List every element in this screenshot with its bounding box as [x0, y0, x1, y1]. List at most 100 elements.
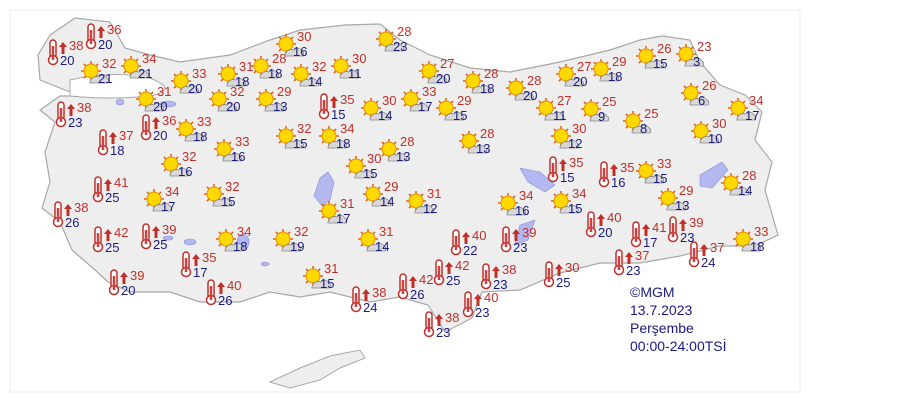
max-temp: 38: [445, 310, 460, 325]
hot-thermometer-icon: [547, 155, 569, 188]
max-temp: 33: [657, 156, 672, 171]
min-temp: 23: [436, 325, 451, 340]
min-temp: 20: [598, 225, 613, 240]
sunny-partly-cloudy-icon: [462, 70, 492, 101]
weather-station: 32 16: [160, 149, 220, 187]
max-temp: 35: [340, 92, 355, 107]
sunny-partly-cloudy-icon: [622, 110, 652, 141]
weather-station: 33 15: [635, 156, 695, 194]
min-temp: 18: [750, 239, 765, 254]
copyright: ©MGM: [630, 284, 675, 300]
sunny-partly-cloudy-icon: [550, 125, 580, 156]
sunny-partly-cloudy-icon: [80, 60, 110, 91]
sunny-partly-cloudy-icon: [635, 45, 665, 76]
hot-thermometer-icon: [688, 240, 710, 273]
weather-station: 25 8: [622, 107, 682, 144]
max-temp: 35: [569, 155, 584, 170]
weather-station: 32 19: [272, 225, 332, 262]
min-temp: 23: [513, 240, 528, 255]
weather-station: 39 23: [500, 225, 560, 259]
weather-station: 31 20: [135, 85, 195, 122]
weather-station: 34 17: [727, 94, 787, 131]
weather-station: 39 20: [108, 268, 168, 302]
min-temp: 19: [290, 239, 305, 254]
max-temp: 34: [572, 186, 587, 201]
max-temp: 28: [397, 24, 412, 39]
max-temp: 38: [74, 200, 89, 215]
min-temp: 23: [680, 230, 695, 245]
max-temp: 30: [712, 116, 727, 131]
hot-thermometer-icon: [140, 222, 162, 255]
hot-thermometer-icon: [585, 210, 607, 243]
sunny-partly-cloudy-icon: [318, 200, 348, 231]
weather-station: 29 14: [362, 180, 422, 217]
sunny-partly-cloudy-icon: [405, 190, 435, 221]
lake: [260, 261, 270, 267]
max-temp: 28: [480, 126, 495, 141]
weather-station: 30 14: [360, 93, 420, 131]
max-temp: 33: [235, 134, 250, 149]
weather-station: 29 13: [657, 184, 717, 221]
max-temp: 38: [69, 38, 84, 53]
min-temp: 18: [193, 129, 208, 144]
max-temp: 29: [457, 93, 472, 108]
sunny-partly-cloudy-icon: [550, 190, 580, 221]
min-temp: 17: [418, 99, 433, 114]
max-temp: 30: [352, 51, 367, 66]
min-temp: 20: [436, 71, 451, 86]
weather-station: 32 20: [208, 85, 268, 122]
sunny-partly-cloudy-icon: [255, 88, 285, 119]
weather-station: 29 18: [590, 55, 650, 92]
lakes: [115, 98, 729, 267]
hot-thermometer-icon: [108, 268, 130, 301]
weather-station: 31 17: [318, 197, 378, 234]
min-temp: 25: [105, 190, 120, 205]
min-temp: 15: [331, 107, 346, 122]
weather-station: 27 20: [418, 57, 478, 94]
hot-thermometer-icon: [433, 258, 455, 291]
min-temp: 13: [273, 99, 288, 114]
max-temp: 33: [197, 114, 212, 129]
weather-station: 30 25: [543, 260, 603, 294]
max-temp: 35: [202, 250, 217, 265]
weather-station: 31 18: [217, 60, 277, 97]
weather-station: 36 20: [85, 22, 145, 56]
weather-station: 35 15: [547, 155, 607, 189]
min-temp: 16: [611, 175, 626, 190]
sunny-partly-cloudy-icon: [318, 125, 348, 156]
max-temp: 37: [710, 240, 725, 255]
min-temp: 23: [393, 39, 408, 54]
min-temp: 14: [738, 183, 753, 198]
weather-station: 42 25: [92, 225, 152, 259]
min-temp: 14: [378, 108, 393, 123]
sunny-partly-cloudy-icon: [458, 130, 488, 161]
max-temp: 41: [652, 220, 667, 235]
sunny-partly-cloudy-icon: [497, 192, 527, 223]
hot-thermometer-icon: [85, 22, 107, 55]
min-temp: 13: [476, 141, 491, 156]
cyprus: [268, 349, 366, 389]
min-temp: 15: [293, 136, 308, 151]
min-temp: 15: [653, 171, 668, 186]
sunny-partly-cloudy-icon: [435, 97, 465, 128]
hot-thermometer-icon: [630, 220, 652, 253]
weather-station: 26 6: [680, 79, 740, 116]
min-temp: 18: [233, 239, 248, 254]
weather-station: 35 16: [598, 160, 658, 194]
min-temp: 20: [121, 283, 136, 298]
min-temp: 26: [410, 287, 425, 302]
max-temp: 32: [182, 149, 197, 164]
max-temp: 30: [382, 93, 397, 108]
max-temp: 31: [324, 261, 339, 276]
forecast-period: 00:00-24:00TSİ: [630, 338, 727, 354]
min-temp: 20: [573, 74, 588, 89]
min-temp: 18: [608, 69, 623, 84]
min-temp: 18: [336, 136, 351, 151]
sunny-partly-cloudy-icon: [175, 118, 205, 149]
min-temp: 16: [293, 44, 308, 59]
min-temp: 6: [698, 93, 706, 108]
sunny-partly-cloudy-icon: [580, 98, 610, 129]
max-temp: 41: [114, 175, 129, 190]
sunny-partly-cloudy-icon: [330, 55, 360, 86]
weather-station: 28 18: [250, 52, 310, 89]
